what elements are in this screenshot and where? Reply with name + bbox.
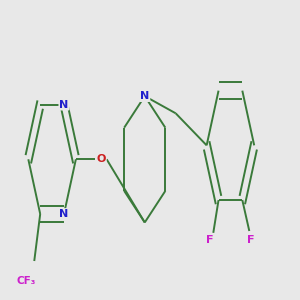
Text: N: N [59, 209, 69, 219]
Text: N: N [140, 91, 149, 101]
Text: F: F [206, 235, 214, 245]
Text: N: N [59, 100, 69, 110]
Text: CF₃: CF₃ [16, 276, 36, 286]
Text: F: F [247, 235, 255, 245]
Text: O: O [96, 154, 106, 164]
